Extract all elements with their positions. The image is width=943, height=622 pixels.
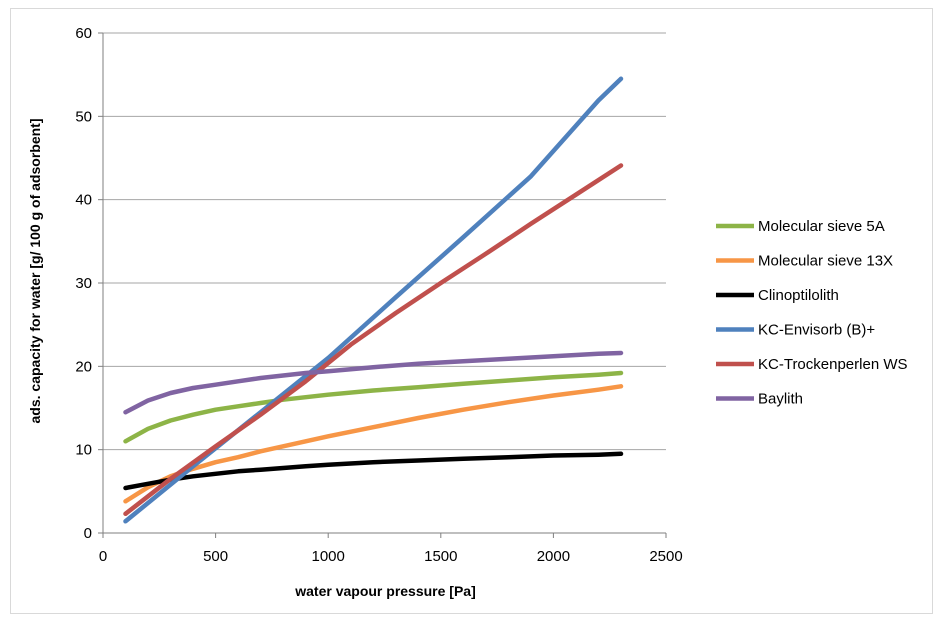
- chart-area: [10, 8, 933, 614]
- legend-label: Baylith: [758, 391, 803, 408]
- legend-label: Molecular sieve 5A: [758, 218, 885, 235]
- x-axis-title: water vapour pressure [Pa]: [294, 583, 476, 599]
- series-line-3: [123, 451, 624, 491]
- y-tick-label: 40: [75, 192, 92, 209]
- series-line-2: [123, 384, 624, 504]
- x-tick-label: 500: [203, 548, 228, 565]
- gridlines: [103, 32, 666, 451]
- legend-label: KC-Envisorb (B)+: [758, 322, 875, 339]
- legend-label: Molecular sieve 13X: [758, 253, 893, 270]
- y-tick-label: 20: [75, 358, 92, 375]
- y-tick-labels: 0 10 20 30 40 50 60: [75, 25, 92, 542]
- y-tick-label: 10: [75, 442, 92, 459]
- x-tick-label: 2500: [649, 548, 682, 565]
- x-tick-label: 2000: [537, 548, 570, 565]
- series-line-6: [123, 350, 624, 415]
- y-tick-label: 0: [84, 525, 92, 542]
- legend-label: KC-Trockenperlen WS: [758, 356, 908, 373]
- x-tick-label: 1500: [424, 548, 457, 565]
- series-line-1: [123, 370, 624, 444]
- x-tick-label: 1000: [312, 548, 345, 565]
- y-tick-label: 60: [75, 25, 92, 42]
- x-tick-labels: 0 500 1000 1500 2000 2500: [99, 548, 683, 565]
- y-tick-label: 50: [75, 108, 92, 125]
- axes: [98, 32, 667, 538]
- legend-label: Clinoptilolith: [758, 287, 839, 304]
- series-lines: [123, 76, 624, 524]
- legend: Molecular sieve 5A Molecular sieve 13X Cli…: [716, 218, 908, 408]
- series-line-5: [123, 163, 624, 517]
- y-tick-label: 30: [75, 275, 92, 292]
- y-axis-title: ads. capacity for water [g/ 100 g of ads…: [27, 119, 43, 424]
- x-tick-label: 0: [99, 548, 107, 565]
